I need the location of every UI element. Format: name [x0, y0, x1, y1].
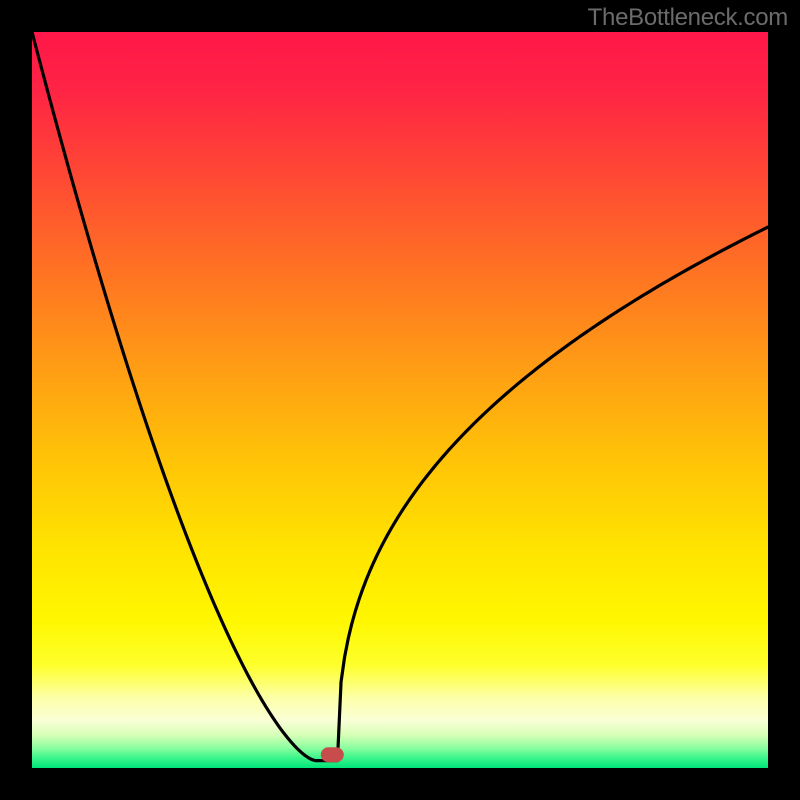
plot-wrap [0, 0, 800, 800]
watermark-text: TheBottleneck.com [588, 4, 788, 32]
optimum-marker [321, 748, 343, 762]
bottleneck-chart [0, 0, 800, 800]
chart-container: TheBottleneck.com [0, 0, 800, 800]
gradient-background [32, 32, 768, 768]
